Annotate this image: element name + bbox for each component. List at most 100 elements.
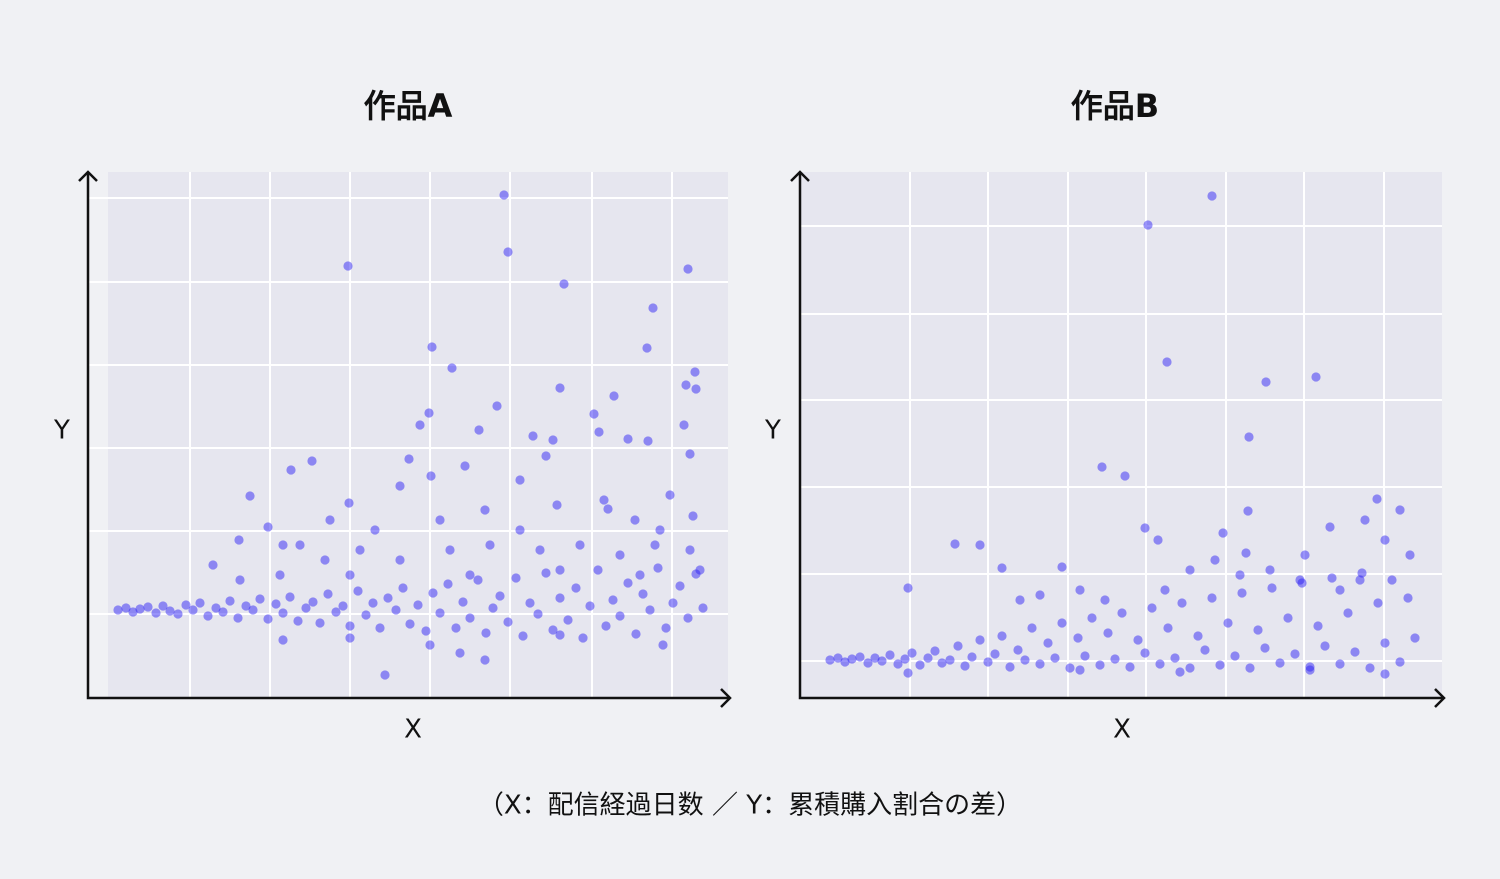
point (308, 597, 318, 607)
point (645, 605, 655, 615)
point (421, 626, 431, 636)
point (923, 653, 933, 663)
point (135, 604, 145, 614)
point (1355, 575, 1365, 585)
point (679, 420, 689, 430)
point (383, 593, 393, 603)
point (665, 490, 675, 500)
point (248, 605, 258, 615)
point (1230, 651, 1240, 661)
point (286, 465, 296, 475)
point (683, 264, 693, 274)
point (1100, 595, 1110, 605)
point (1073, 633, 1083, 643)
point (515, 525, 525, 535)
point (548, 625, 558, 635)
point (1243, 506, 1253, 516)
point (552, 500, 562, 510)
point (877, 656, 887, 666)
point (990, 649, 1000, 659)
point (1057, 618, 1067, 628)
point (1175, 667, 1185, 677)
point (370, 525, 380, 535)
point (1185, 565, 1195, 575)
point (1133, 635, 1143, 645)
point (658, 640, 668, 650)
point (825, 655, 835, 665)
point (445, 545, 455, 555)
point (208, 560, 218, 570)
point (235, 575, 245, 585)
point (1065, 663, 1075, 673)
point (691, 384, 701, 394)
point (1357, 568, 1367, 578)
point (601, 621, 611, 631)
point (473, 575, 483, 585)
point (151, 608, 161, 618)
point (1200, 645, 1210, 655)
point (578, 633, 588, 643)
point (870, 653, 880, 663)
point (1207, 593, 1217, 603)
point (353, 586, 363, 596)
point (599, 495, 609, 505)
point (413, 600, 423, 610)
point (435, 608, 445, 618)
point (361, 610, 371, 620)
point (1155, 659, 1165, 669)
point (245, 491, 255, 501)
point (555, 593, 565, 603)
point (950, 539, 960, 549)
caption: （X：配信経過日数 ／ Y：累積購入割合の差） (478, 791, 1022, 821)
point (1380, 669, 1390, 679)
point (427, 342, 437, 352)
point (424, 408, 434, 418)
point (307, 456, 317, 466)
point (1035, 590, 1045, 600)
point (548, 435, 558, 445)
point (615, 611, 625, 621)
point (541, 568, 551, 578)
point (515, 475, 525, 485)
point (1265, 565, 1275, 575)
point (593, 565, 603, 575)
point (1297, 578, 1307, 588)
point (945, 655, 955, 665)
point (121, 603, 131, 613)
point (685, 545, 695, 555)
point (320, 555, 330, 565)
point (325, 515, 335, 525)
point (1261, 377, 1271, 387)
point (1373, 598, 1383, 608)
point (695, 565, 705, 575)
x-axis-label: X (1113, 715, 1131, 745)
point (173, 609, 183, 619)
point (447, 363, 457, 373)
point (1365, 663, 1375, 673)
point (1015, 595, 1025, 605)
point (480, 505, 490, 515)
point (1013, 645, 1023, 655)
point (585, 601, 595, 611)
point (181, 600, 191, 610)
point (953, 641, 963, 651)
point (638, 589, 648, 599)
point (903, 583, 913, 593)
point (460, 461, 470, 471)
point (1311, 372, 1321, 382)
point (1147, 603, 1157, 613)
point (1305, 662, 1315, 672)
point (642, 343, 652, 353)
point (555, 383, 565, 393)
point (218, 607, 228, 617)
point (960, 661, 970, 671)
point (681, 380, 691, 390)
point (997, 563, 1007, 573)
point (1193, 631, 1203, 641)
point (1283, 613, 1293, 623)
point (575, 540, 585, 550)
arrow (1434, 688, 1446, 708)
point (480, 655, 490, 665)
point (937, 658, 947, 668)
